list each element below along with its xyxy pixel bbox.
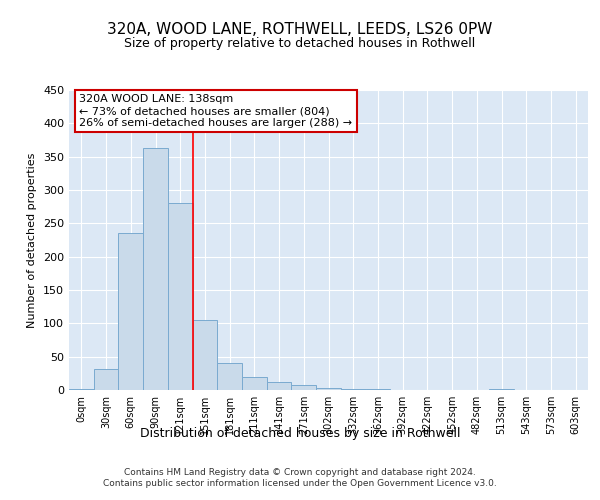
- Bar: [94, 368, 118, 390]
- Text: Contains HM Land Registry data © Crown copyright and database right 2024.
Contai: Contains HM Land Registry data © Crown c…: [103, 468, 497, 487]
- Y-axis label: Number of detached properties: Number of detached properties: [28, 152, 37, 328]
- Bar: [193, 320, 217, 390]
- Text: Distribution of detached houses by size in Rothwell: Distribution of detached houses by size …: [140, 428, 460, 440]
- Bar: [292, 386, 316, 390]
- Bar: [242, 376, 267, 390]
- Bar: [267, 382, 292, 390]
- Bar: [118, 234, 143, 390]
- Bar: [217, 364, 242, 390]
- Bar: [316, 388, 341, 390]
- Text: Size of property relative to detached houses in Rothwell: Size of property relative to detached ho…: [124, 38, 476, 51]
- Text: 320A WOOD LANE: 138sqm
← 73% of detached houses are smaller (804)
26% of semi-de: 320A WOOD LANE: 138sqm ← 73% of detached…: [79, 94, 353, 128]
- Bar: [69, 388, 94, 390]
- Bar: [168, 204, 193, 390]
- Bar: [143, 148, 168, 390]
- Text: 320A, WOOD LANE, ROTHWELL, LEEDS, LS26 0PW: 320A, WOOD LANE, ROTHWELL, LEEDS, LS26 0…: [107, 22, 493, 38]
